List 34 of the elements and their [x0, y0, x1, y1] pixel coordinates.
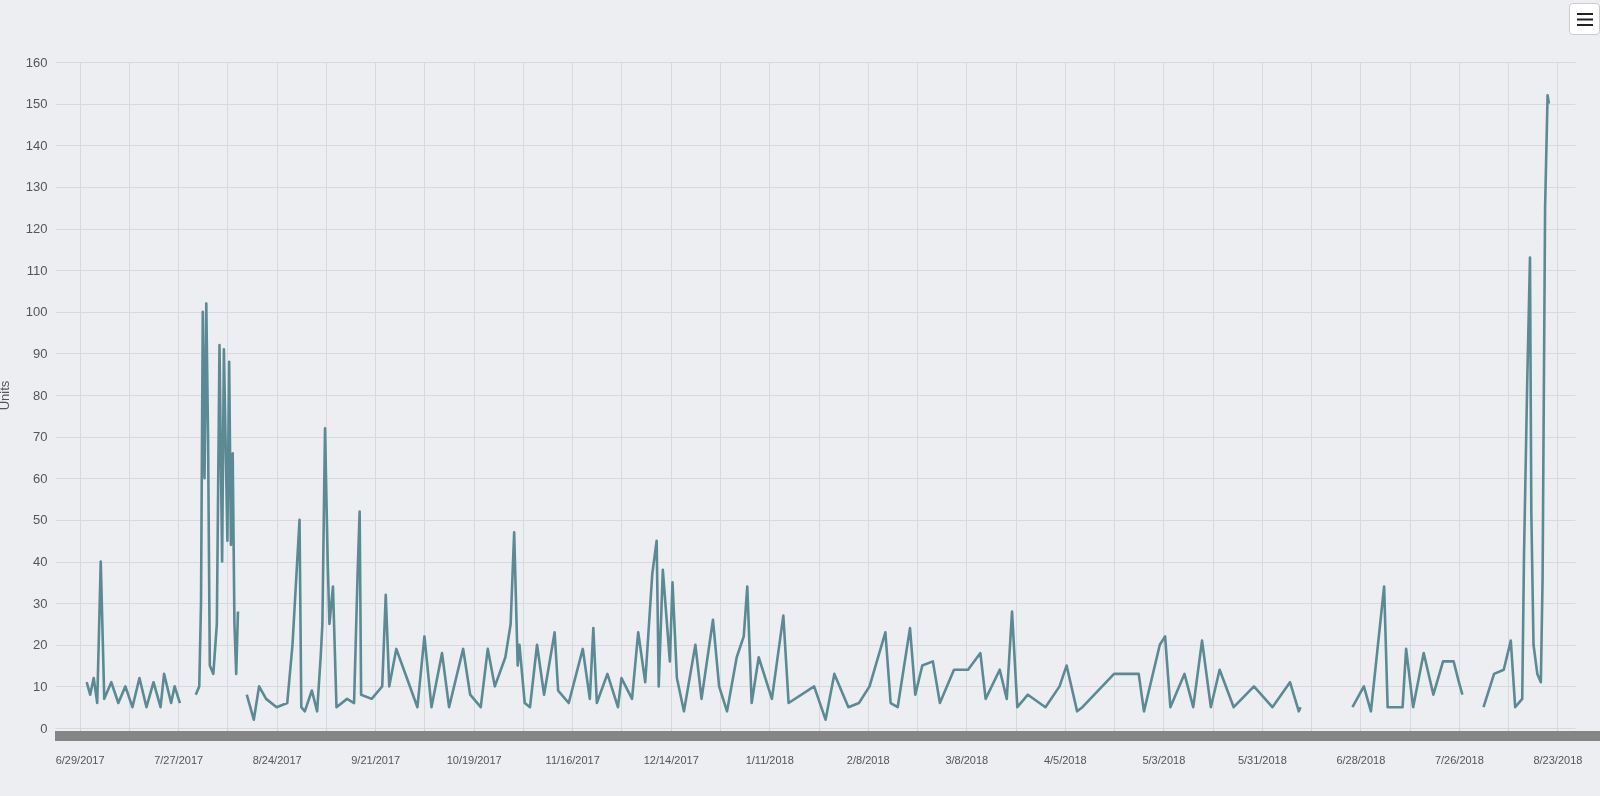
x-tick-label: 11/16/2017 [545, 753, 600, 766]
x-tick-label: 1/11/2018 [745, 753, 794, 766]
x-tick-label: 8/24/2017 [252, 753, 302, 766]
x-tick-label: 4/5/2018 [1043, 753, 1087, 766]
y-tick-label: 140 [25, 137, 48, 153]
y-tick-label: 40 [33, 554, 48, 569]
y-tick-label: 100 [25, 304, 48, 320]
y-axis-title: Units [0, 380, 12, 411]
y-tick-label: 10 [33, 678, 48, 694]
x-tick-label: 10/19/2017 [446, 753, 502, 766]
x-tick-label: 12/14/2017 [643, 753, 699, 766]
x-tick-label: 6/28/2018 [1336, 753, 1386, 766]
x-tick-label: 5/31/2018 [1237, 753, 1287, 766]
y-tick-label: 50 [33, 512, 48, 528]
x-tick-label: 8/23/2018 [1533, 753, 1583, 766]
y-tick-label: 80 [33, 387, 48, 403]
x-tick-label: 7/26/2018 [1434, 753, 1484, 766]
x-tick-label: 7/27/2017 [154, 753, 204, 766]
y-tick-label: 0 [40, 720, 48, 736]
y-tick-label: 70 [33, 429, 48, 445]
x-tick-label: 2/8/2018 [846, 753, 890, 766]
y-tick-label: 130 [25, 179, 48, 195]
x-tick-label: 5/3/2018 [1142, 753, 1186, 766]
y-tick-label: 90 [33, 345, 48, 361]
y-tick-label: 60 [33, 470, 48, 486]
x-tick-label: 6/29/2017 [55, 753, 105, 766]
y-tick-label: 120 [25, 221, 48, 236]
y-tick-label: 110 [26, 262, 48, 278]
x-tick-label: 3/8/2018 [945, 753, 989, 766]
x-tick-label: 9/21/2017 [351, 753, 401, 766]
y-tick-label: 30 [33, 595, 48, 611]
y-tick-label: 160 [25, 54, 48, 70]
y-tick-label: 20 [33, 637, 48, 653]
y-tick-label: 150 [25, 96, 48, 112]
